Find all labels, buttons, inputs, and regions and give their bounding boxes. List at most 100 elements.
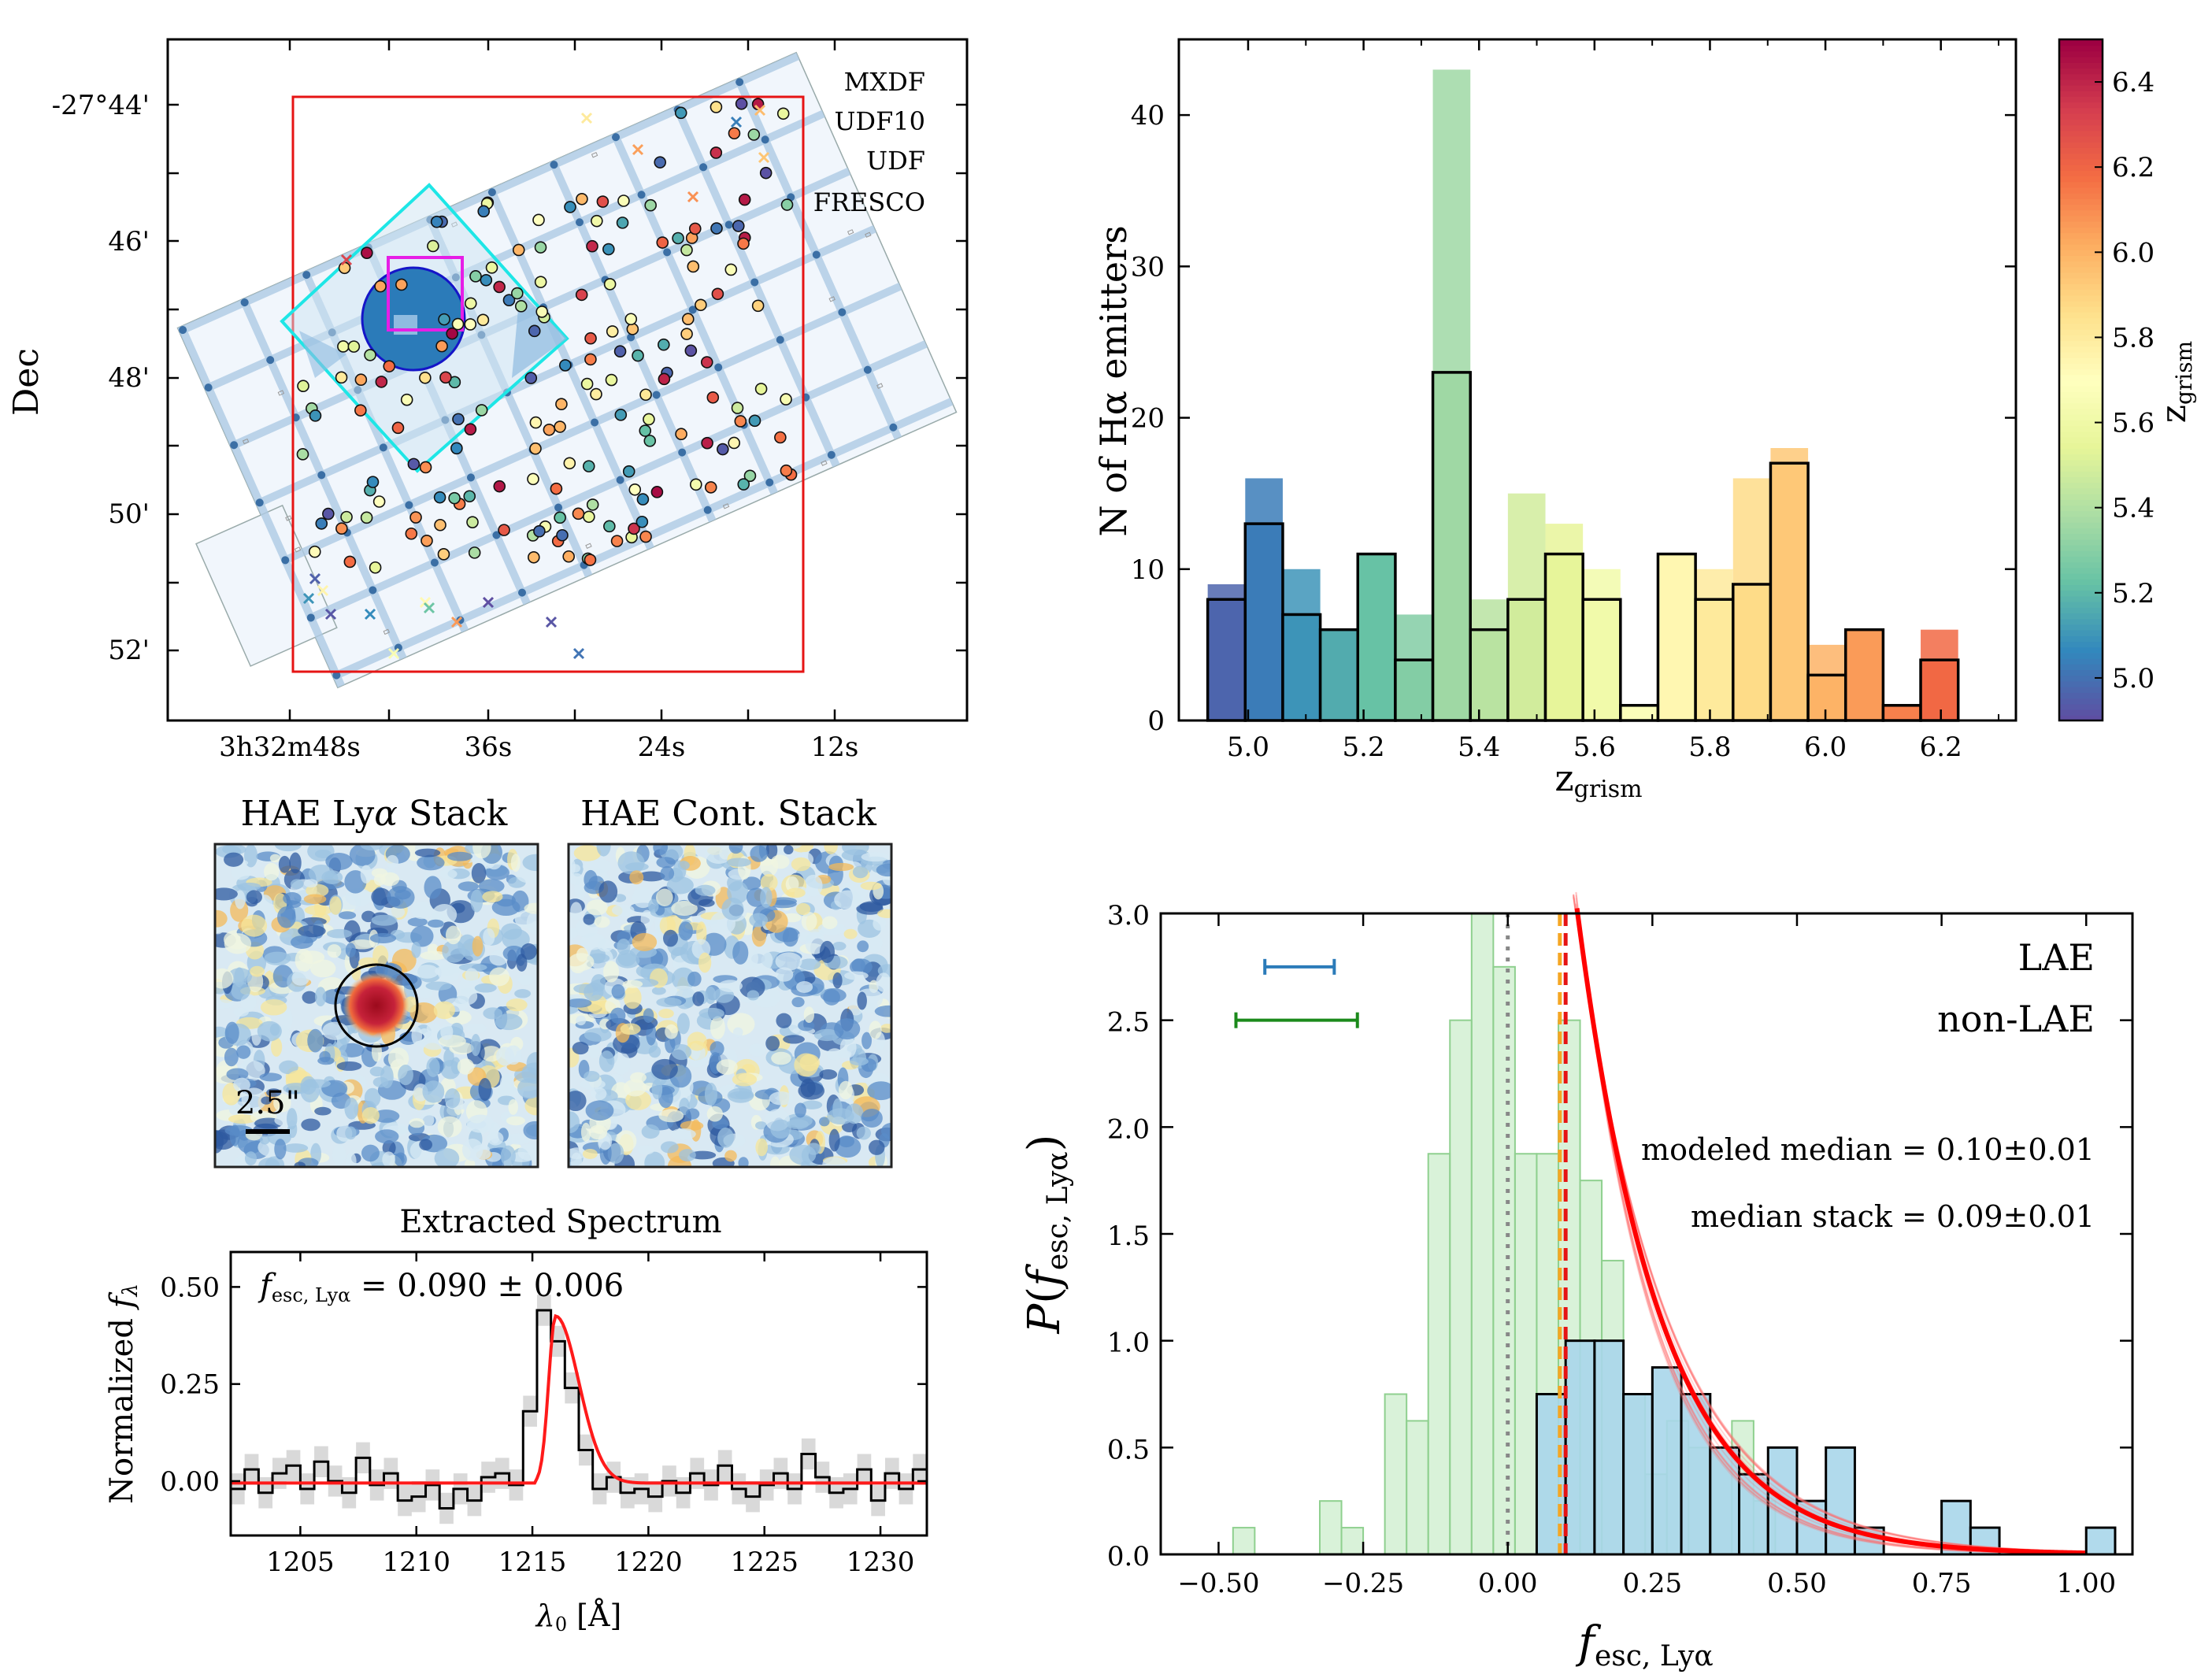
redshift-histogram-panel: 5.0 5.2 5.4 5.6 5.8 6.0 6.2 0 10 20 30 40 N of Hα e…: [1092, 38, 2197, 803]
hist-ytick-label: 10: [1131, 554, 1165, 586]
source-point: [603, 278, 617, 291]
non-lae-bar: [1449, 1019, 1473, 1555]
fesc-ytick-label: 0.5: [1107, 1434, 1150, 1465]
source-point: [528, 550, 540, 564]
source-point: [738, 193, 751, 206]
source-point: [421, 534, 433, 547]
source-point: [360, 511, 373, 524]
cont-stack-image: [567, 843, 893, 1169]
hist-bar-subset: [1919, 658, 1960, 722]
hist-bar-subset: [1206, 598, 1247, 722]
hist-xtick-label: 6.0: [1804, 732, 1847, 763]
source-point: [688, 222, 702, 235]
source-point: [512, 243, 525, 257]
hist-bar-subset: [1431, 371, 1472, 722]
source-point: [555, 398, 568, 411]
source-point: [572, 507, 585, 520]
source-point: [616, 217, 629, 229]
cross-point: [324, 608, 337, 620]
legend-lae: LAE: [2018, 936, 2095, 979]
hist-bar-subset: [1243, 522, 1284, 722]
hist-xtick-label: 5.4: [1458, 732, 1500, 763]
cross-point: [572, 647, 585, 660]
source-point: [650, 486, 664, 498]
hist-ytick-label: 30: [1131, 251, 1165, 283]
source-point: [644, 198, 657, 212]
fesc-ytick-label: 1.0: [1107, 1328, 1150, 1359]
source-point: [375, 376, 388, 388]
source-point: [322, 507, 335, 520]
non-lae-bar: [1232, 1527, 1256, 1556]
hist-bar-subset: [1581, 598, 1622, 722]
source-point: [747, 128, 761, 141]
source-point: [732, 220, 745, 232]
source-point: [337, 340, 350, 353]
non-lae-bar: [1318, 1500, 1343, 1555]
map-ticks: [168, 39, 967, 720]
source-point: [354, 373, 368, 387]
source-point: [684, 344, 698, 357]
source-point: [498, 524, 510, 536]
spec-xtick-label: 1205: [266, 1547, 335, 1578]
source-point: [632, 349, 644, 362]
source-point: [672, 232, 684, 245]
source-point: [309, 409, 322, 422]
source-point: [364, 349, 376, 361]
colorbar-tick-label: 5.4: [2112, 493, 2155, 524]
colorbar-tick-label: 5.2: [2112, 578, 2155, 609]
source-point: [528, 324, 541, 338]
spec-error-band: [231, 1295, 927, 1524]
map-xtick-12s: 12s: [811, 732, 859, 763]
source-point: [582, 460, 595, 472]
map-ytick-48: 48': [108, 362, 150, 394]
source-point: [562, 550, 575, 563]
hist-bar-subset: [1732, 583, 1773, 722]
lae-bar: [1825, 1446, 1856, 1556]
source-point: [469, 270, 482, 283]
annotation-modeled-median: modeled median = 0.10±0.01: [1641, 1132, 2095, 1167]
cross-point: [309, 572, 321, 585]
non-lae-bar: [1427, 1153, 1451, 1555]
source-point: [654, 156, 667, 169]
source-point: [701, 436, 713, 450]
source-point: [731, 402, 744, 414]
source-point: [343, 555, 357, 569]
map-content: [176, 51, 958, 689]
map-ytick-46: 46': [108, 226, 150, 257]
source-point: [550, 482, 563, 495]
source-point: [535, 306, 549, 318]
colorbar-tick-label: 6.2: [2112, 152, 2155, 183]
source-point: [690, 478, 702, 491]
sky-map-panel: -27°44' 46' 48' 50' 52' 3h32m48s 36s 24s…: [6, 38, 969, 763]
fesc-ytick-label: 1.5: [1107, 1221, 1150, 1252]
model-curve: [1574, 908, 2087, 1556]
source-point: [400, 393, 413, 406]
source-point: [563, 457, 576, 470]
hist-xtick-label: 6.2: [1920, 732, 1962, 763]
cross-point: [340, 254, 353, 266]
source-point: [774, 431, 787, 444]
source-point: [680, 243, 693, 257]
hist-ticks: 5.0 5.2 5.4 5.6 5.8 6.0 6.2 0 10 20 30 40: [1131, 39, 2016, 763]
hist-bar-subset: [1881, 704, 1922, 722]
source-point: [335, 522, 348, 535]
source-point: [622, 465, 635, 478]
source-point: [658, 338, 670, 351]
source-point: [586, 239, 598, 253]
hist-xtick-label: 5.0: [1227, 732, 1269, 763]
legend-mxdf: MXDF: [844, 67, 925, 97]
source-point: [556, 528, 569, 542]
source-point: [427, 239, 439, 253]
source-point: [628, 483, 642, 496]
hist-ylabel: N of Hα emitters: [1092, 225, 1135, 536]
source-point: [695, 298, 707, 312]
spec-frame: [229, 1250, 928, 1537]
source-point: [493, 280, 506, 294]
source-point: [466, 516, 479, 528]
source-point: [452, 413, 465, 426]
source-point: [636, 493, 650, 506]
hist-xtick-label: 5.6: [1573, 732, 1616, 763]
source-point: [656, 236, 669, 249]
fesc-xtick-label: 0.25: [1622, 1568, 1682, 1599]
source-point: [635, 515, 649, 528]
